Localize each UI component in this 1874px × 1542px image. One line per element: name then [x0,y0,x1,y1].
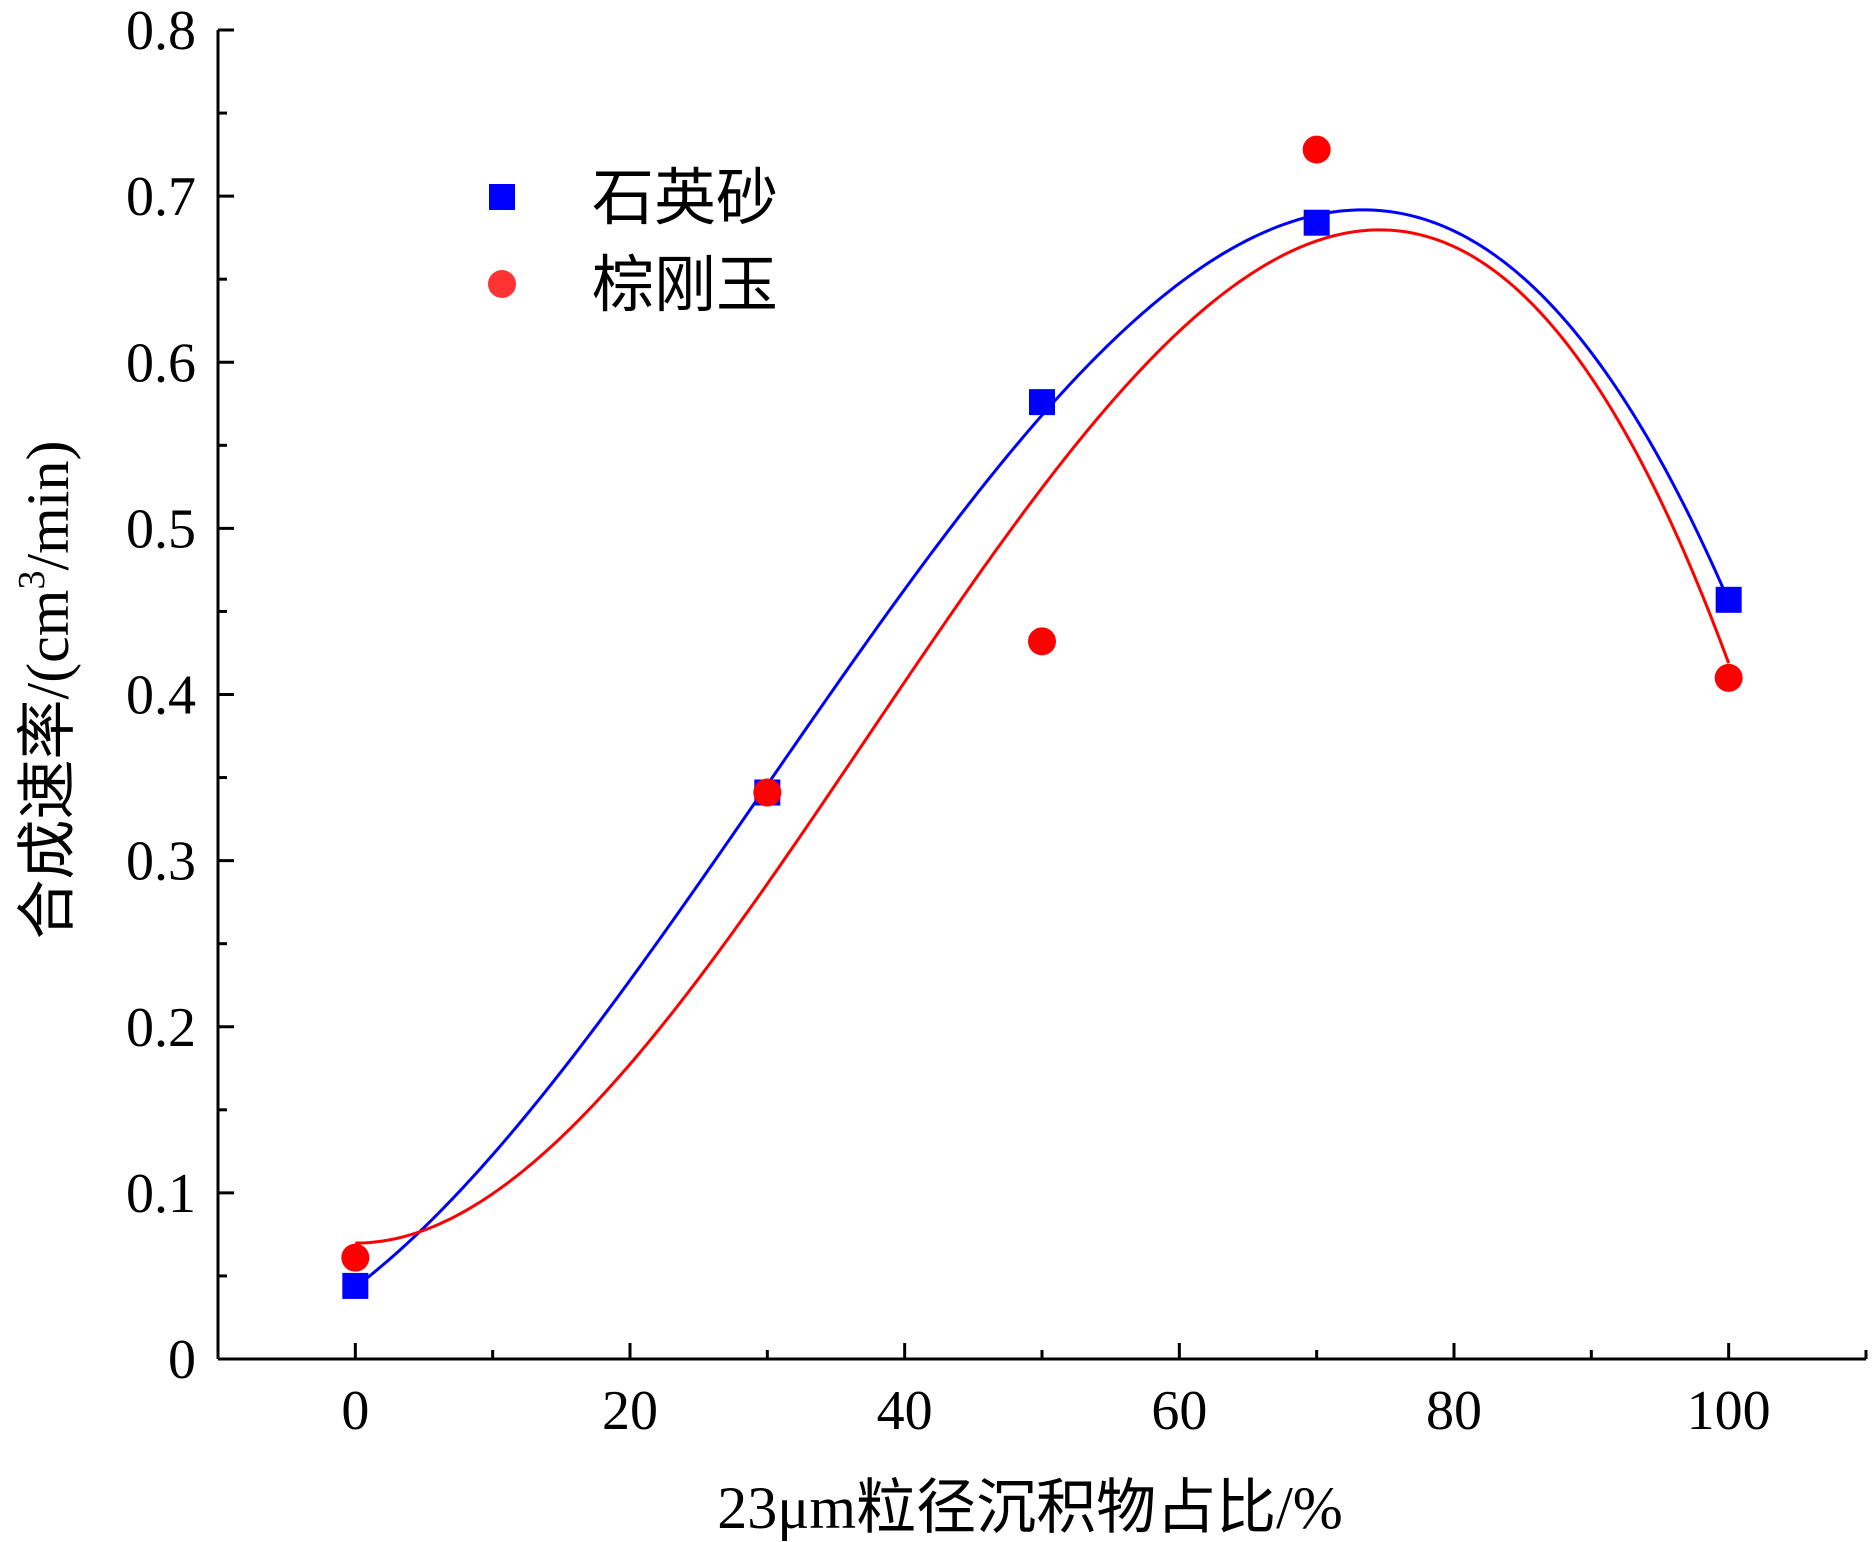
y-axis-title-main: 合成速率/(cm [15,590,81,940]
fit-curve-series-2 [355,228,1731,1245]
data-point-series-2 [1714,663,1743,692]
x-tick-label: 40 [877,1380,933,1442]
y-tick-label: 0.6 [126,332,196,394]
y-tick-label: 0.1 [126,1163,196,1225]
y-tick-label: 0.4 [126,665,196,727]
data-point-series-2 [1302,135,1331,164]
x-tick-label: 0 [341,1380,369,1442]
x-tick-label: 60 [1151,1380,1207,1442]
legend-marker-series-2 [488,270,516,298]
y-tick-label: 0.5 [126,498,196,560]
legend-label-series-2: 棕刚玉 [592,252,778,320]
legend-marker-series-1 [489,184,515,210]
y-tick-label: 0.8 [126,0,196,62]
data-point-series-2 [1028,627,1056,656]
y-tick-label: 0.2 [126,997,196,1059]
data-points [341,135,1743,1299]
fit-curves [354,208,1731,1289]
data-point-series-1 [1029,389,1055,416]
data-point-series-2 [753,778,782,807]
fit-curve-series-1 [354,208,1731,1289]
y-ticks: 0 0.1 0.2 0.3 0.4 0.5 0.6 0.7 0.8 [126,0,234,1391]
legend-label-series-1: 石英砂 [592,165,778,233]
data-point-series-1 [1303,209,1330,236]
x-tick-label: 100 [1687,1380,1771,1442]
y-axis-title: 合成速率/(cm3/min) [11,441,81,940]
x-axis-title: 23μm粒径沉积物占比/% [717,1475,1343,1541]
data-point-series-1 [342,1272,369,1299]
y-tick-label: 0.7 [126,166,196,228]
y-axis-title-tail: /min) [15,441,81,571]
x-tick-label: 80 [1426,1380,1482,1442]
y-tick-label: 0.3 [126,831,196,893]
data-point-series-1 [1715,586,1742,613]
y-tick-label: 0 [168,1329,196,1391]
data-point-series-2 [341,1243,370,1272]
y-axis-title-superscript: 3 [11,571,53,590]
axes [216,30,1866,1361]
x-tick-label: 20 [602,1380,658,1442]
x-ticks: 0 20 40 60 80 100 [341,1343,1868,1442]
